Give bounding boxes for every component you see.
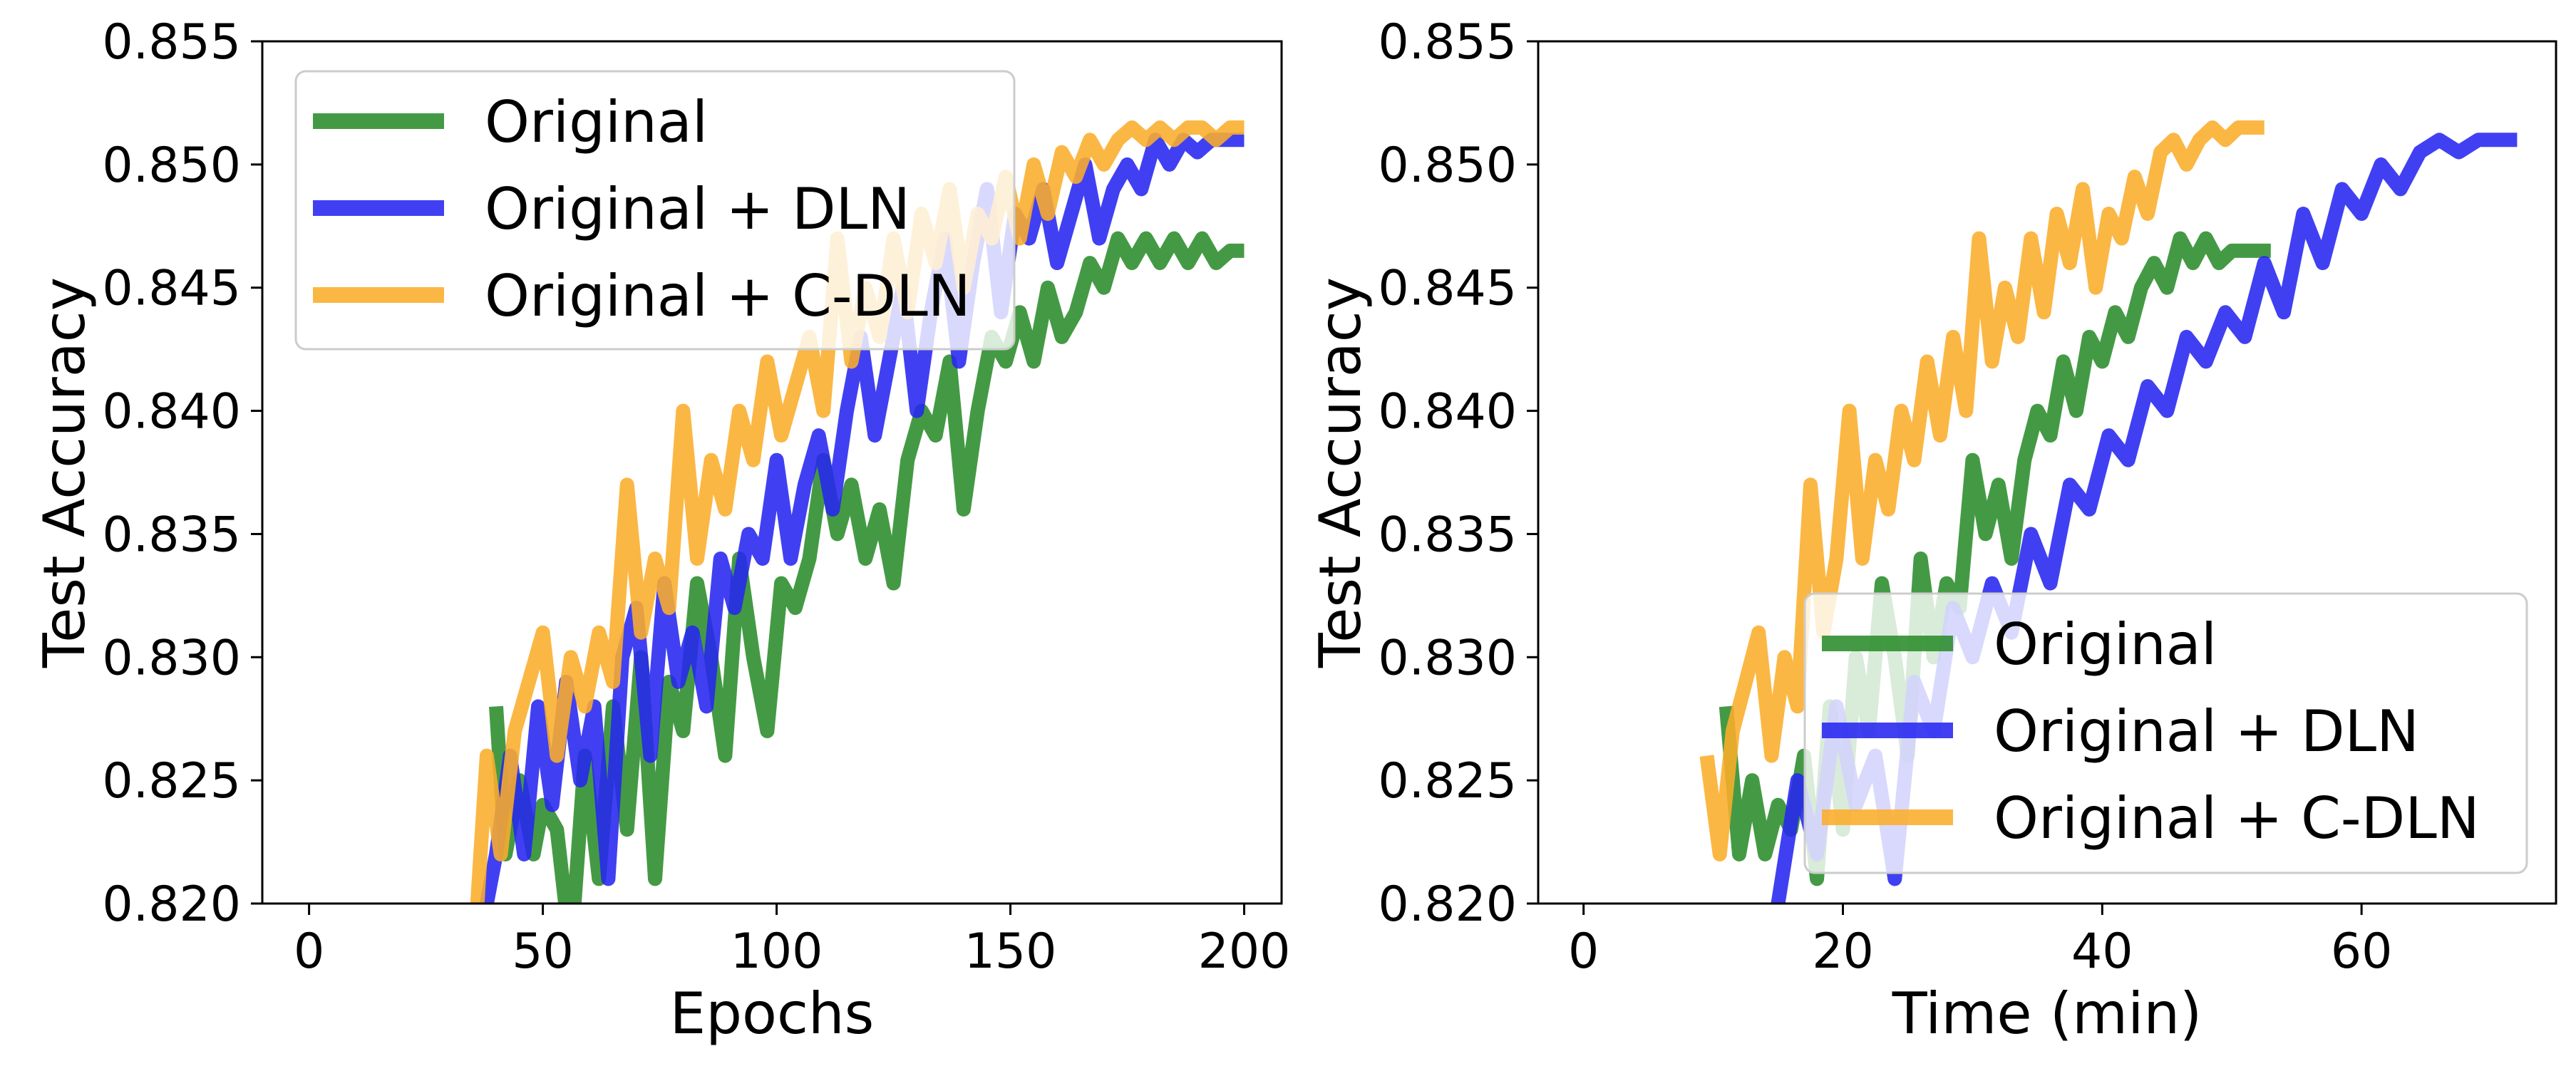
legend-label-3: Original + C-DLN (1994, 785, 2480, 852)
y-tick-label: 0.825 (102, 753, 241, 809)
y-tick-label: 0.840 (102, 384, 241, 440)
legend-label-1: Original (485, 89, 708, 155)
legend-box (294, 70, 1016, 351)
y-tick-label: 0.840 (1378, 384, 1517, 440)
legend: Original Original + DLN Original + C-DLN (1803, 592, 2528, 874)
y-tick-label: 0.825 (1378, 753, 1517, 809)
chart-panel-1: 0.820 0.825 0.830 0.835 0.840 0.845 0.850 0.855… (31, 14, 1290, 1047)
y-axis-label: Test Accuracy (31, 277, 98, 668)
y-tick-label: 0.835 (102, 507, 241, 563)
y-tick-label: 0.845 (102, 261, 241, 317)
y-tick-label: 0.855 (1378, 14, 1517, 71)
x-tick-label: 0 (294, 923, 324, 980)
x-tick-label: 40 (2071, 923, 2133, 980)
y-tick-label: 0.820 (102, 876, 241, 933)
y-tick-label: 0.830 (1378, 630, 1517, 686)
y-tick-label: 0.850 (1378, 138, 1517, 194)
x-tick-label: 0 (1568, 923, 1599, 980)
series-line-3 (1699, 120, 2265, 861)
legend-label-3: Original + C-DLN (485, 263, 971, 329)
y-tick-label: 0.845 (1378, 261, 1517, 317)
x-axis-label: Time (min) (1892, 980, 2203, 1047)
chart-panel-2: 0.820 0.825 0.830 0.835 0.840 0.845 0.850 0.855… (1307, 14, 2557, 1047)
legend-label-1: Original (1994, 611, 2217, 678)
y-tick-label: 0.830 (102, 630, 241, 686)
x-tick-label: 150 (964, 923, 1057, 980)
plot-frame (1537, 40, 2557, 905)
x-axis-label: Epochs (670, 980, 875, 1047)
legend-label-2: Original + DLN (485, 176, 910, 242)
y-axis-label: Test Accuracy (1307, 277, 1374, 668)
y-tick-label: 0.850 (102, 138, 241, 194)
x-tick-label: 50 (512, 923, 574, 980)
y-tick-label: 0.855 (102, 14, 241, 71)
x-tick-label: 60 (2331, 923, 2393, 980)
legend-box (1803, 592, 2528, 874)
x-tick-label: 100 (731, 923, 823, 980)
x-tick-label: 200 (1198, 923, 1291, 980)
x-tick-label: 20 (1812, 923, 1874, 980)
legend: Original Original + DLN Original + C-DLN (294, 70, 1016, 351)
y-tick-label: 0.835 (1378, 507, 1517, 563)
legend-label-2: Original + DLN (1994, 698, 2419, 765)
plot-frame (261, 40, 1283, 905)
series-line-1 (1719, 231, 2271, 886)
y-tick-label: 0.820 (1378, 876, 1517, 933)
